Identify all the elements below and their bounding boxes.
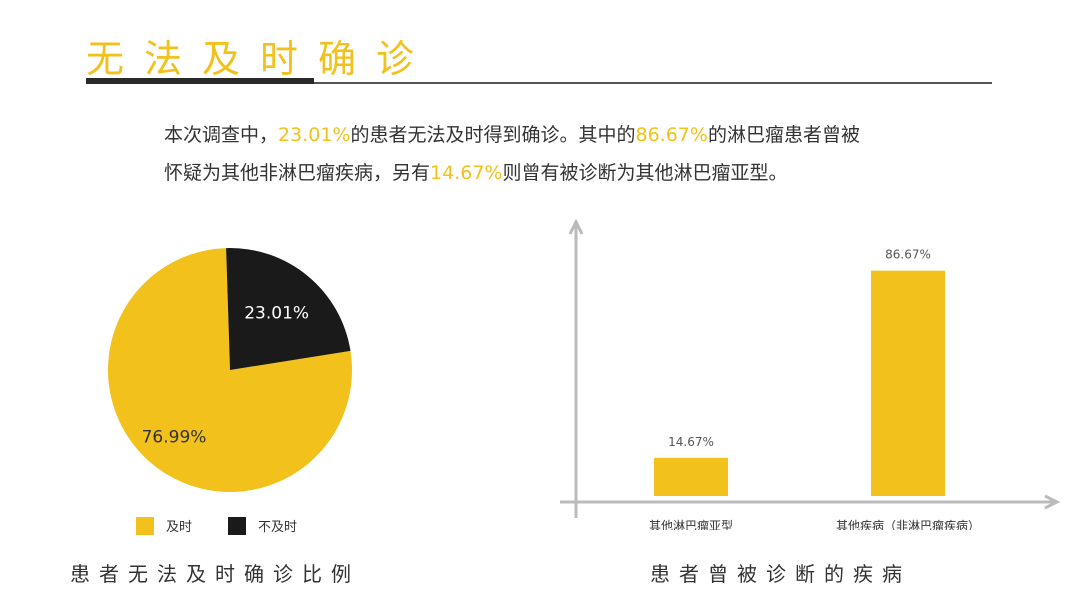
page-title: 无法及时确诊	[86, 37, 435, 81]
legend-item-timely: 及时	[136, 516, 192, 535]
x-tick-label-0: 其他淋巴瘤亚型	[649, 518, 733, 530]
intro-line-2-a: 怀疑为其他非淋巴瘤疾病，另有	[164, 162, 431, 184]
x-tick-label-1: 其他疾病（非淋巴瘤疾病）	[836, 518, 980, 530]
y-axis-arrow	[568, 218, 584, 235]
bar-value-label-1: 86.67%	[885, 248, 931, 262]
bar-value-label-0: 14.67%	[668, 435, 714, 449]
title-underline-accent	[86, 78, 314, 84]
pie-label-1: 23.01%	[244, 304, 309, 324]
intro-line-1: 本次调查中，23.01%的患者无法及时得到确诊。其中的86.67%的淋巴瘤患者曾…	[164, 116, 964, 154]
legend-label-timely: 及时	[166, 520, 193, 535]
pie-slice-1	[226, 248, 351, 370]
legend-item-not-timely: 不及时	[228, 516, 297, 535]
legend-swatch-timely	[136, 516, 154, 535]
intro-line-1-b: 的患者无法及时得到确诊。其中的	[350, 124, 636, 146]
intro-line-1-c: 的淋巴瘤患者曾被	[707, 124, 860, 146]
bar-0	[654, 457, 728, 496]
legend-swatch-not-timely	[228, 516, 246, 535]
bar-chart: 14.67% 其他淋巴瘤亚型 86.67% 其他疾病（非淋巴瘤疾病）	[560, 218, 1061, 530]
intro-text: 本次调查中，23.01%的患者无法及时得到确诊。其中的86.67%的淋巴瘤患者曾…	[164, 116, 964, 192]
pie-chart: 76.99% 23.01%	[107, 248, 352, 492]
x-axis-arrow	[1044, 494, 1061, 510]
title-underline	[86, 82, 992, 84]
intro-line-2-b: 则曾有被诊断为其他淋巴瘤亚型。	[502, 162, 788, 184]
pie-slice-0	[107, 248, 352, 492]
intro-highlight-1: 23.01%	[278, 124, 351, 146]
intro-highlight-3: 14.67%	[430, 162, 503, 184]
pie-caption: 患者无法及时确诊比例	[70, 562, 360, 586]
legend-label-not-timely: 不及时	[258, 520, 298, 535]
bar-1	[871, 270, 945, 496]
intro-highlight-2: 86.67%	[635, 124, 708, 146]
intro-line-2: 怀疑为其他非淋巴瘤疾病，另有14.67%则曾有被诊断为其他淋巴瘤亚型。	[164, 154, 964, 192]
intro-line-1-a: 本次调查中，	[164, 124, 279, 146]
pie-label-0: 76.99%	[142, 428, 207, 448]
bar-caption: 患者曾被诊断的疾病	[650, 562, 911, 586]
